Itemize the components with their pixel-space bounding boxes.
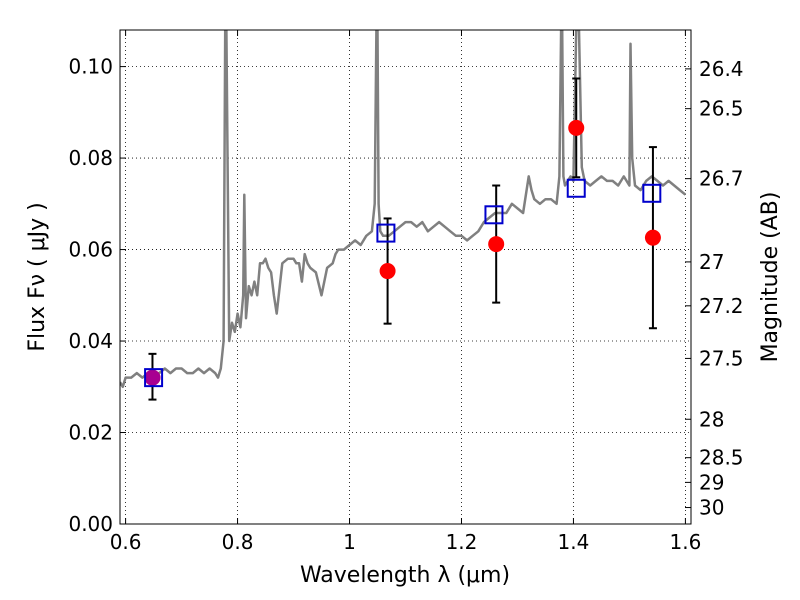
x-tick-label: 1.6 [669,530,701,554]
magnitude-tick-label: 28.5 [699,446,744,470]
model-point [376,223,396,243]
magnitude-tick-label: 30 [699,496,724,520]
x-axis-ticks: 0.6 0.8 1 1.2 1.4 1.6 [110,30,701,554]
plot-background [120,30,691,524]
y-tick-label: 0.08 [68,146,113,170]
spectrum-layer [120,30,687,389]
x-tick-label: 1.4 [558,530,590,554]
magnitude-tick-label: 26.5 [699,97,744,121]
x-tick-label: 0.8 [222,530,254,554]
model-point [144,368,164,388]
magnitude-tick-label: 27.2 [699,294,744,318]
spectrum-line [120,30,687,389]
plot-frame [119,29,692,525]
model-layer [144,178,662,388]
observed-point [379,263,396,280]
x-tick-label: 1.2 [446,530,478,554]
y-tick-label: 0.10 [68,55,113,79]
magnitude-tick-label: 28 [699,407,724,431]
observed-point [568,119,585,136]
model-point [642,183,662,203]
x-tick-label: 1 [343,530,356,554]
observed-point [488,236,505,253]
magnitude-tick-label: 26.7 [699,167,744,191]
magnitude-axis-label: Magnitude (AB) [758,192,783,363]
model-point [566,178,586,198]
y-tick-label: 0.00 [68,512,113,536]
y-tick-label: 0.04 [68,329,113,353]
y-tick-label: 0.06 [68,238,113,262]
magnitude-tick-label: 26.4 [699,57,744,81]
x-axis-label: Wavelength λ (μm) [300,563,510,588]
observed-layer [144,119,661,386]
y-tick-label: 0.02 [68,421,113,445]
model-point [484,205,504,225]
x-tick-label: 0.6 [110,530,142,554]
y-axis-ticks: 0.00 0.02 0.04 0.06 0.08 0.10 [68,55,126,536]
magnitude-tick-label: 27.5 [699,346,744,370]
magnitude-tick-label: 27 [699,250,724,274]
y-axis-label: Flux Fν ( μJy ) [25,202,50,351]
magnitude-tick-label: 29 [699,470,724,494]
observed-point [644,229,661,246]
observed-point-overlap [144,369,161,386]
